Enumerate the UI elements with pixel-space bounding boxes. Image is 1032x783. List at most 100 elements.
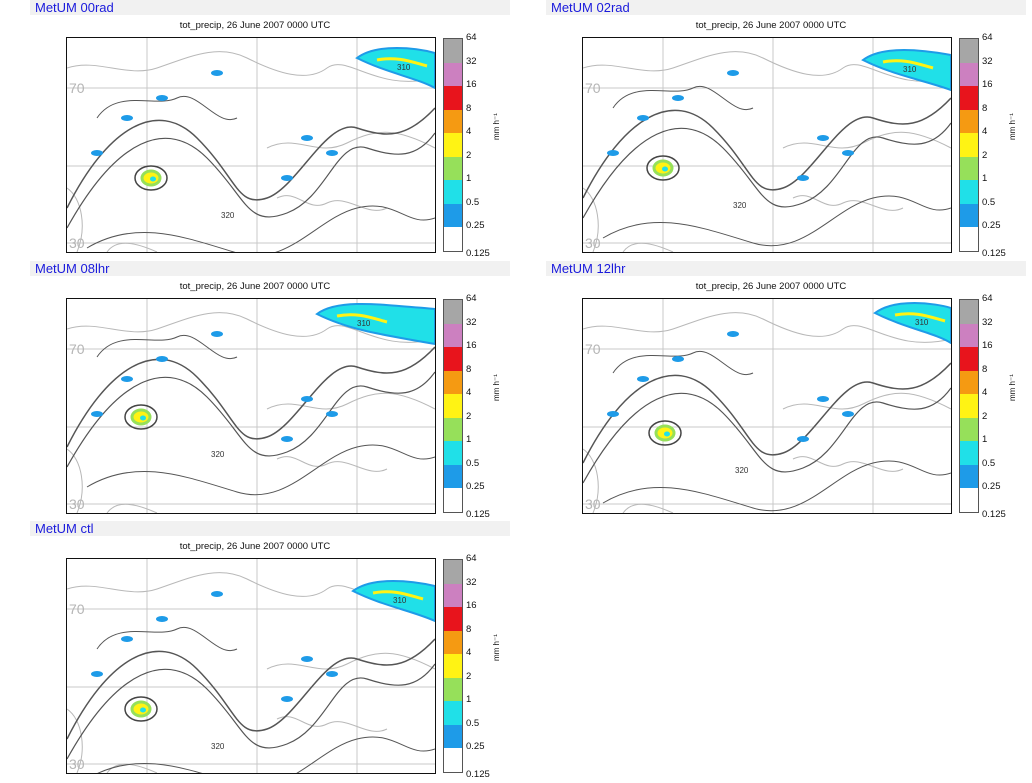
colorbar-tick-label: 0.25 [466,741,485,753]
contour-line [67,663,435,760]
colorbar-tick-label: 0.25 [466,481,485,493]
colorbar-tick-label: 2 [982,410,988,422]
coastline [266,392,435,472]
panel-title: MetUM 00rad [35,0,114,15]
contour-line [602,460,951,512]
latitude-label: 30 [69,496,85,512]
colorbar-tick-label: 64 [982,293,993,304]
precip-cell [211,591,223,597]
colorbar-tick-label: 8 [466,102,472,114]
colorbar-segment [444,724,462,749]
colorbar [959,299,979,513]
precip-area [372,590,424,601]
colorbar-segment [444,607,462,632]
colorbar-tick-label: 16 [466,340,477,352]
colorbar-segment [444,701,462,726]
coastline [782,392,951,472]
colorbar [959,38,979,252]
latitude-label: 70 [69,341,85,357]
panel-08lhr: MetUM 08lhr tot_precip, 26 June 2007 000… [30,261,510,523]
cyclone-contour [124,696,158,722]
precip-cell [637,376,649,382]
colorbar-segment [444,62,462,87]
coastline [67,187,158,252]
contour-line [602,195,951,247]
colorbar-segment [444,654,462,679]
precip-cell [672,95,684,101]
cyclone-core [140,415,146,421]
contour-label: 310 [903,65,917,74]
panel-ctl: MetUM ctl tot_precip, 26 June 2007 0000 … [30,521,510,783]
colorbar-tick-label: 16 [466,79,477,91]
colorbar-tick-label: 1 [466,173,472,185]
coastline [782,131,951,211]
contour-line [96,334,238,360]
contour-label: 310 [393,596,407,605]
precip-cell [797,175,809,181]
contour-line [86,205,435,252]
colorbar-segment [960,203,978,228]
precip-area [894,312,946,323]
map-canvas: 320 310 [67,299,435,513]
colorbar-unit: mm h⁻¹ [492,113,501,140]
colorbar-tick-label: 1 [982,173,988,185]
colorbar-segment [444,464,462,489]
panel-00rad: MetUM 00rad tot_precip, 26 June 2007 000… [30,0,510,262]
precip-cell [326,150,338,156]
map-canvas: 320 310 [583,299,951,513]
latitude-label: 30 [585,235,601,251]
precip-cell [607,411,619,417]
colorbar-segment [444,133,462,158]
colorbar-segment [444,227,462,252]
latitude-label: 70 [585,80,601,96]
precip-map: 320 310 70 30 [66,37,436,253]
colorbar-segment [444,748,462,773]
cyclone-contour [648,420,682,446]
colorbar-tick-label: 0.125 [466,248,490,259]
precip-cell [607,150,619,156]
colorbar-segment [444,370,462,395]
latitude-label: 70 [69,601,85,617]
precip-cell [91,671,103,677]
contour-line [612,85,754,111]
colorbar-segment [960,133,978,158]
contour-line [96,626,238,652]
coastline [67,51,435,82]
contour-line [612,350,754,376]
precip-cell [637,115,649,121]
contour-line [583,387,951,484]
precip-cell [156,95,168,101]
precip-cell [817,396,829,402]
coastline [266,131,435,211]
precip-cell [211,70,223,76]
precip-map: 320 310 70 30 [66,558,436,774]
colorbar-segment [960,109,978,134]
coastline [583,51,951,82]
colorbar-unit: mm h⁻¹ [492,634,501,661]
precip-area [376,57,428,68]
precip-cell [211,331,223,337]
precip-cell [156,616,168,622]
contour-label: 320 [221,211,235,220]
colorbar-segment [444,417,462,442]
cyclone-contour [134,165,168,191]
panel-subtitle: tot_precip, 26 June 2007 0000 UTC [695,281,847,292]
contour-line [67,638,435,740]
latitude-label: 30 [69,235,85,251]
colorbar-segment [444,203,462,228]
colorbar-tick-label: 1 [982,434,988,446]
contour-label: 320 [735,466,749,475]
colorbar-segment [960,180,978,205]
colorbar-tick-label: 2 [466,410,472,422]
colorbar-tick-label: 8 [466,363,472,375]
colorbar-segment [960,156,978,181]
precip-cell [727,70,739,76]
precip-cell [842,411,854,417]
precip-cell [121,376,133,382]
colorbar-tick-label: 8 [982,363,988,375]
contour-line [583,97,951,199]
colorbar-segment [444,347,462,372]
panel-subtitle: tot_precip, 26 June 2007 0000 UTC [695,20,847,31]
colorbar-segment [444,630,462,655]
cyclone-contour [124,404,158,430]
